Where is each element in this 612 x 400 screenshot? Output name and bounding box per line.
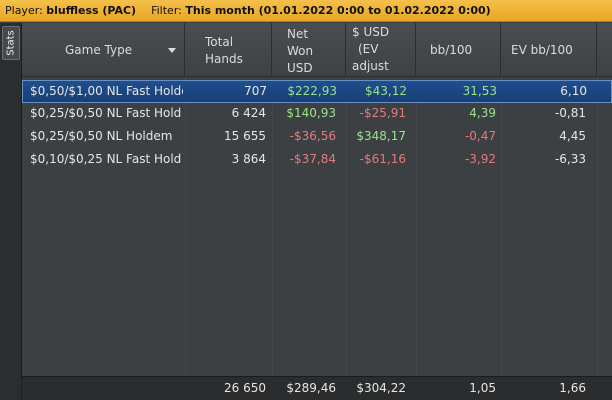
- cell-ev-usd: -$61,16: [359, 152, 406, 166]
- totals-row: 26 650 $289,46 $304,22 1,05 1,66: [22, 376, 612, 400]
- cell-bb100: -3,92: [464, 152, 496, 166]
- column-header-label: EV bb/100: [511, 43, 573, 57]
- column-header-label: adjust: [352, 59, 389, 73]
- cell-total-hands: 707: [244, 84, 267, 98]
- cell-ev-usd: -$25,91: [359, 106, 406, 120]
- cell-net-won: $140,93: [286, 106, 336, 120]
- side-tab-strip: Stats: [0, 23, 22, 400]
- column-divider: [597, 77, 598, 376]
- grid-header: Game Type Total Hands Net Won USD $ USD …: [22, 23, 612, 77]
- column-header-label: (EV: [358, 42, 379, 56]
- column-divider: [416, 77, 417, 376]
- column-header-label: Hands: [205, 52, 243, 66]
- column-divider: [272, 77, 273, 376]
- cell-ev-bb100: 6,10: [560, 84, 587, 98]
- cell-game-type: $0,25/$0,50 NL Holdem: [30, 129, 173, 143]
- cell-game-type: $0,25/$0,50 NL Fast Holdem: [30, 106, 182, 120]
- column-header-label: Game Type: [65, 43, 133, 57]
- column-header-label: $ USD: [352, 25, 390, 39]
- column-header-label: Net: [287, 27, 309, 41]
- caret-down-icon[interactable]: [168, 48, 176, 53]
- total-hands: 26 650: [224, 381, 266, 395]
- column-divider: [185, 77, 186, 376]
- cell-game-type: $0,50/$1,00 NL Fast Holdem: [30, 84, 183, 98]
- cell-ev-bb100: -6,33: [554, 152, 586, 166]
- filter-bar: Player: bluffless (PAC) Filter: This mon…: [0, 0, 612, 22]
- cell-total-hands: 6 424: [231, 106, 266, 120]
- cell-total-hands: 3 864: [231, 152, 266, 166]
- cell-net-won: -$36,56: [289, 129, 336, 143]
- cell-net-won: -$37,84: [289, 152, 336, 166]
- stats-grid: Game Type Total Hands Net Won USD $ USD …: [22, 23, 612, 400]
- cell-net-won: $222,93: [287, 84, 337, 98]
- cell-bb100: 31,53: [462, 84, 497, 98]
- total-bb100: 1,05: [469, 381, 496, 395]
- stats-tab-label: Stats: [5, 30, 17, 56]
- column-header-total-hands[interactable]: Total Hands: [185, 23, 272, 77]
- table-row[interactable]: $0,50/$1,00 NL Fast Holdem 707 $222,93 $…: [22, 80, 612, 103]
- column-divider: [346, 77, 347, 376]
- column-header-label: bb/100: [430, 43, 473, 57]
- cell-ev-bb100: 4,45: [559, 129, 586, 143]
- total-net-won: $289,46: [286, 381, 336, 395]
- filter-value[interactable]: This month (01.01.2022 0:00 to 01.02.202…: [185, 4, 491, 17]
- column-header-label: Total: [205, 35, 234, 49]
- player-name[interactable]: bluffless (PAC): [46, 4, 137, 17]
- column-divider: [501, 77, 502, 376]
- cell-total-hands: 15 655: [224, 129, 266, 143]
- cell-ev-usd: $348,17: [356, 129, 406, 143]
- player-label: Player:: [5, 4, 43, 17]
- table-row[interactable]: $0,25/$0,50 NL Holdem 15 655 -$36,56 $34…: [22, 126, 612, 149]
- table-row[interactable]: $0,10/$0,25 NL Fast Holdem 3 864 -$37,84…: [22, 149, 612, 172]
- column-header-label: USD: [287, 61, 313, 75]
- total-ev-bb100: 1,66: [559, 381, 586, 395]
- column-header-bb100[interactable]: bb/100: [416, 23, 501, 77]
- column-header-extra[interactable]: [597, 23, 612, 77]
- stats-tab[interactable]: Stats: [2, 26, 20, 60]
- table-row[interactable]: $0,25/$0,50 NL Fast Holdem 6 424 $140,93…: [22, 103, 612, 126]
- cell-bb100: -0,47: [464, 129, 496, 143]
- cell-game-type: $0,10/$0,25 NL Fast Holdem: [30, 152, 182, 166]
- column-header-game-type[interactable]: Game Type: [22, 23, 185, 77]
- cell-ev-bb100: -0,81: [554, 106, 586, 120]
- cell-ev-usd: $43,12: [365, 84, 407, 98]
- filter-label: Filter:: [151, 4, 182, 17]
- column-header-label: Won: [287, 44, 314, 58]
- column-header-net-won[interactable]: Net Won USD: [272, 23, 346, 77]
- total-ev-usd: $304,22: [356, 381, 406, 395]
- cell-bb100: 4,39: [469, 106, 496, 120]
- column-header-ev-bb100[interactable]: EV bb/100: [501, 23, 597, 77]
- column-header-ev-usd[interactable]: $ USD (EV adjust: [346, 23, 416, 77]
